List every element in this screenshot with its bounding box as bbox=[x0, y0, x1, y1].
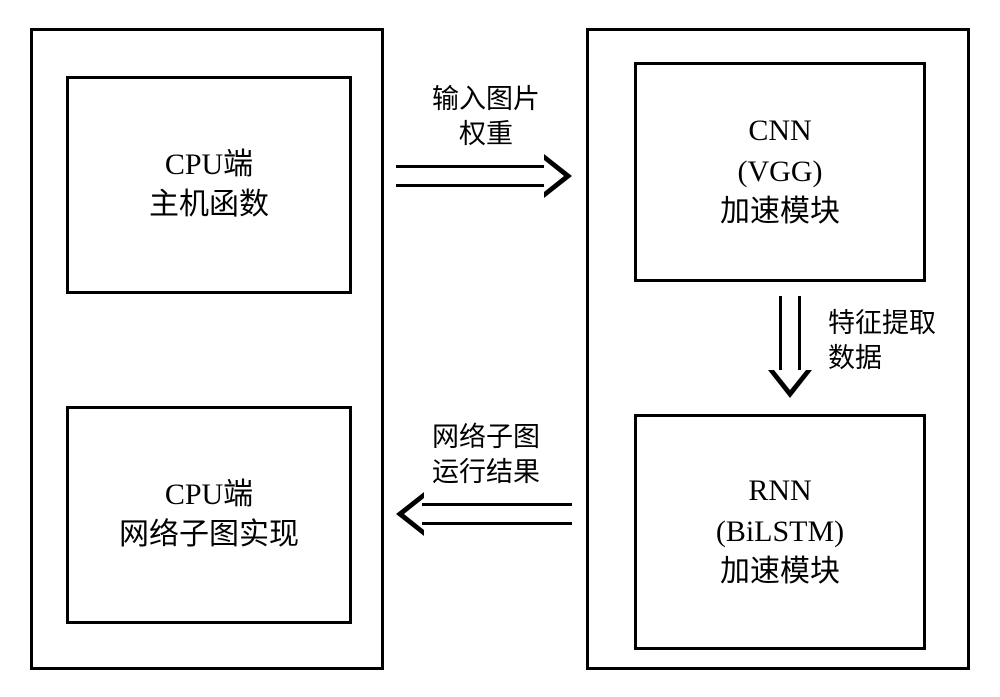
arrow-input bbox=[396, 154, 572, 198]
arrow-result bbox=[396, 492, 572, 536]
box-cpu-host-line2: 主机函数 bbox=[149, 185, 269, 226]
label-feature-line2: 数据 bbox=[828, 341, 968, 376]
box-rnn-line3: 加速模块 bbox=[720, 552, 840, 593]
arrow-feature bbox=[768, 296, 812, 398]
box-rnn-line2: (BiLSTM) bbox=[716, 512, 844, 553]
label-result-line2: 运行结果 bbox=[406, 455, 566, 490]
box-cnn-line3: 加速模块 bbox=[720, 192, 840, 233]
box-rnn: RNN (BiLSTM) 加速模块 bbox=[634, 414, 926, 650]
label-feature-line1: 特征提取 bbox=[828, 306, 968, 341]
box-cpu-host-line1: CPU端 bbox=[165, 145, 253, 186]
box-cpu-subgraph-line1: CPU端 bbox=[165, 475, 253, 516]
box-cnn: CNN (VGG) 加速模块 bbox=[634, 62, 926, 282]
box-cpu-subgraph-line2: 网络子图实现 bbox=[119, 515, 299, 556]
label-result-line1: 网络子图 bbox=[406, 420, 566, 455]
label-result: 网络子图 运行结果 bbox=[406, 420, 566, 490]
box-cnn-line1: CNN bbox=[748, 111, 811, 152]
diagram-root: CPU端 主机函数 CPU端 网络子图实现 CNN (VGG) 加速模块 RNN… bbox=[0, 0, 1000, 697]
box-cnn-line2: (VGG) bbox=[738, 152, 823, 193]
box-rnn-line1: RNN bbox=[748, 471, 811, 512]
box-cpu-host: CPU端 主机函数 bbox=[66, 76, 352, 294]
box-cpu-subgraph: CPU端 网络子图实现 bbox=[66, 406, 352, 624]
label-feature: 特征提取 数据 bbox=[828, 306, 968, 376]
label-input-line1: 输入图片 bbox=[406, 82, 566, 117]
label-input: 输入图片 权重 bbox=[406, 82, 566, 152]
label-input-line2: 权重 bbox=[406, 117, 566, 152]
